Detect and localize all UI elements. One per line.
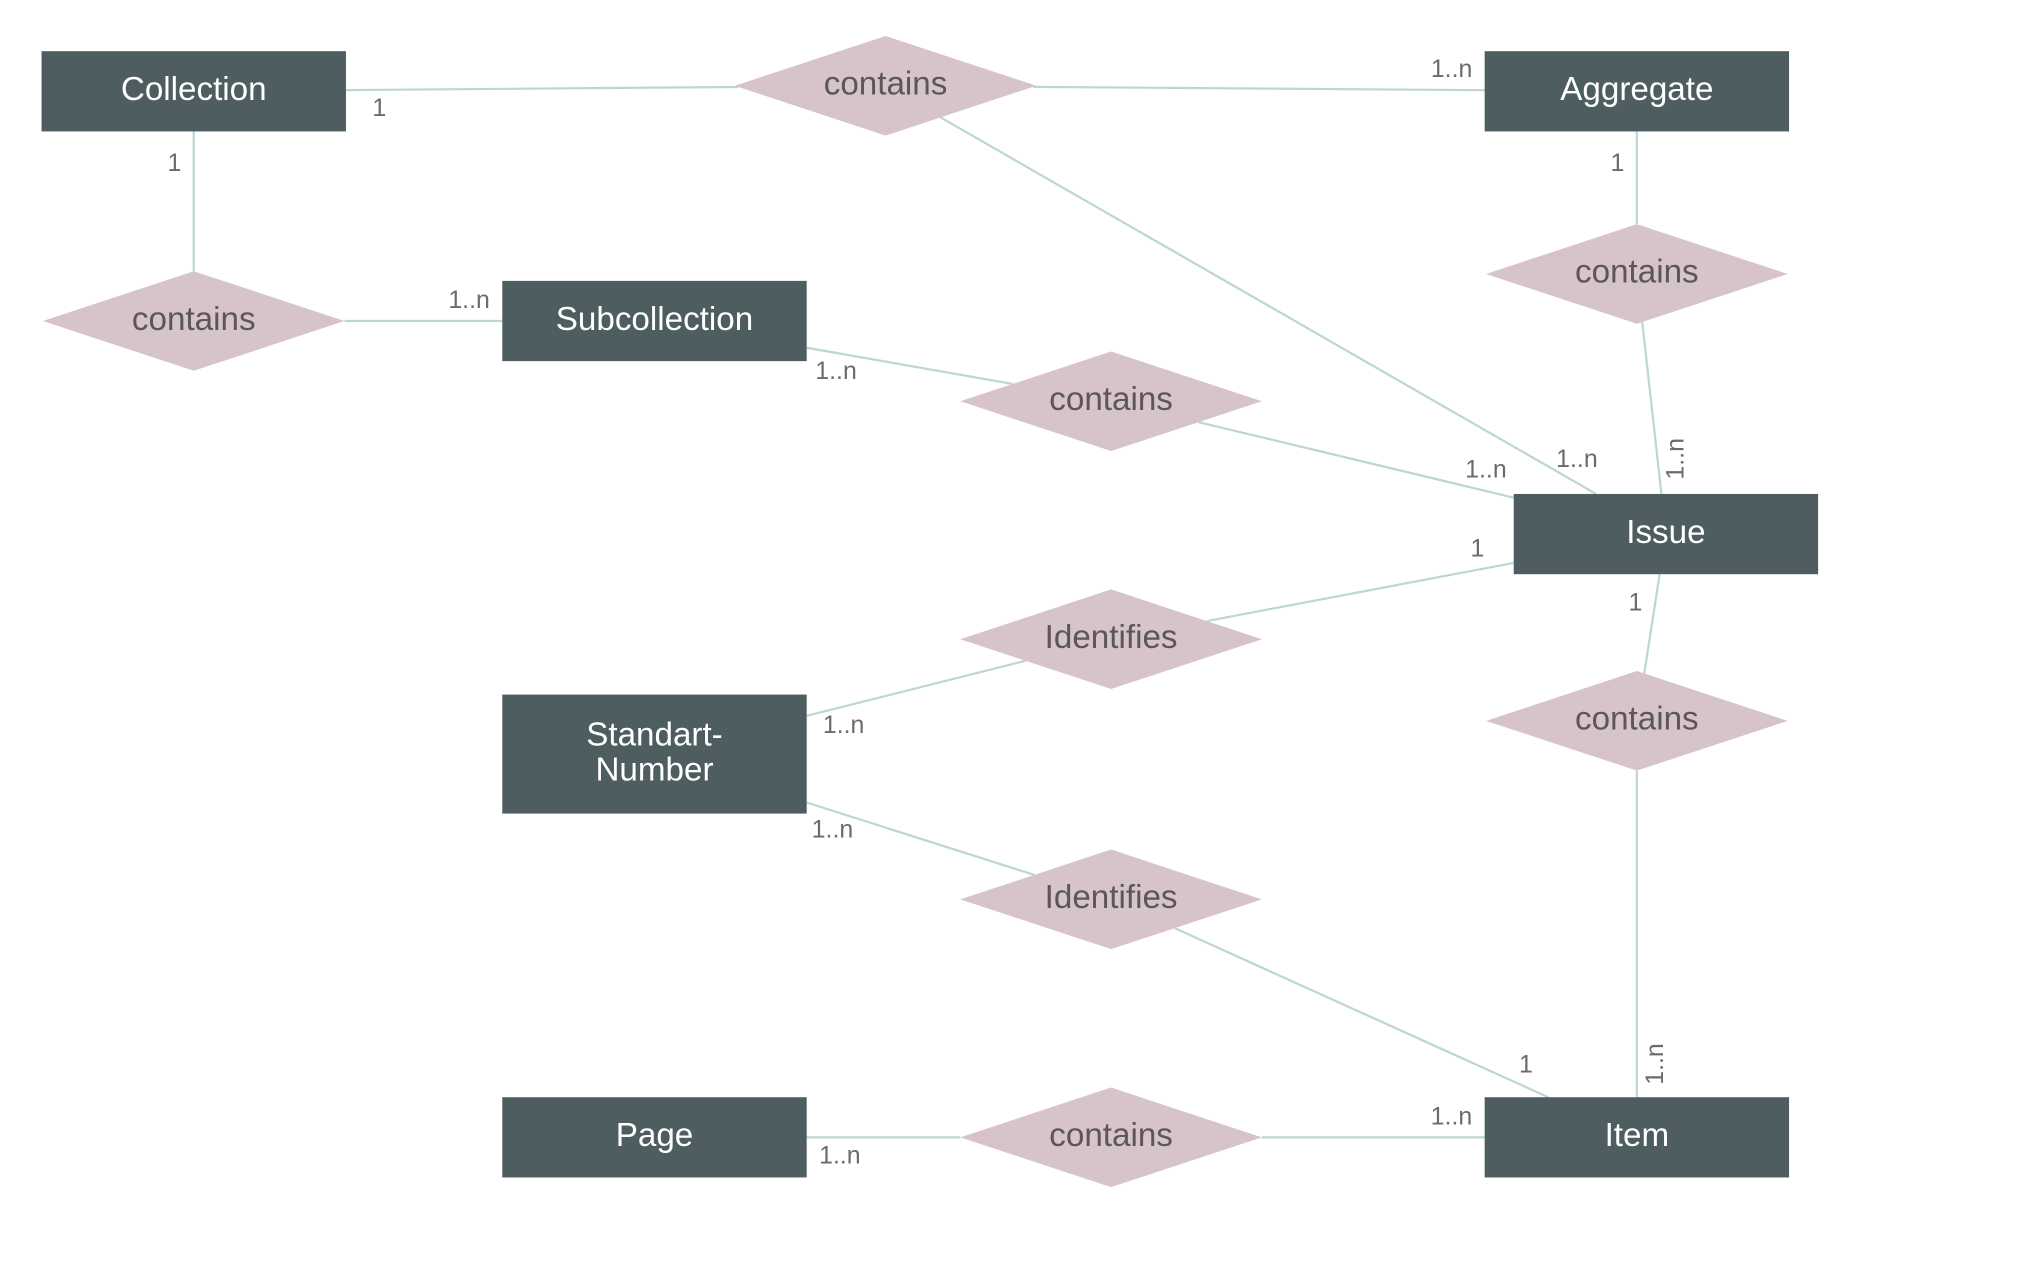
cardinality-label: 1..n [1662, 438, 1690, 480]
cardinality-label: 1 [167, 149, 181, 177]
entity-page: Page [502, 1097, 806, 1177]
entity-label: Page [616, 1117, 694, 1154]
entity-label: Subcollection [556, 301, 753, 338]
entity-label: Item [1605, 1117, 1670, 1154]
relationship-label: contains [1575, 254, 1699, 291]
cardinality-label: 1 [1611, 149, 1625, 177]
cardinality-label: 1 [1471, 535, 1485, 563]
entity-subcollection: Subcollection [502, 281, 806, 361]
relationship-label: contains [132, 301, 256, 338]
entity-label: Issue [1626, 514, 1705, 551]
relationship-label: Identifies [1045, 879, 1178, 916]
entity-aggregate: Aggregate [1485, 51, 1789, 131]
entity-label: Standart- [586, 716, 723, 753]
relationship-label: Identifies [1045, 619, 1178, 656]
cardinality-label: 1 [1629, 589, 1643, 617]
cardinality-label: 1..n [1641, 1043, 1669, 1085]
er-svg: Collection Aggregate Subcollection Issue Sta… [0, 0, 2034, 1284]
cardinality-label: 1..n [1465, 456, 1507, 484]
cardinality-label: 1..n [812, 816, 854, 844]
entity-standart_number: Standart-Number [502, 695, 806, 814]
er-diagram: Collection Aggregate Subcollection Issue Sta… [0, 0, 2034, 1284]
cardinality-label: 1..n [1431, 1103, 1473, 1131]
cardinality-label: 1..n [1431, 55, 1473, 83]
entity-issue: Issue [1514, 494, 1818, 574]
relationship-label: contains [1049, 381, 1173, 418]
cardinality-label: 1 [372, 94, 386, 122]
entity-label: Number [595, 751, 713, 788]
cardinality-label: 1..n [815, 357, 857, 385]
entity-label: Collection [121, 71, 267, 108]
entity-collection: Collection [42, 51, 346, 131]
entity-label: Aggregate [1560, 71, 1713, 108]
relationship-label: contains [1049, 1117, 1173, 1154]
cardinality-label: 1..n [819, 1141, 861, 1169]
cardinality-label: 1..n [448, 286, 490, 314]
cardinality-label: 1..n [823, 711, 865, 739]
relationship-label: contains [824, 66, 948, 103]
cardinality-label: 1..n [1556, 445, 1598, 473]
cardinality-label: 1 [1519, 1050, 1533, 1078]
relationship-label: contains [1575, 701, 1699, 738]
entity-item: Item [1485, 1097, 1789, 1177]
